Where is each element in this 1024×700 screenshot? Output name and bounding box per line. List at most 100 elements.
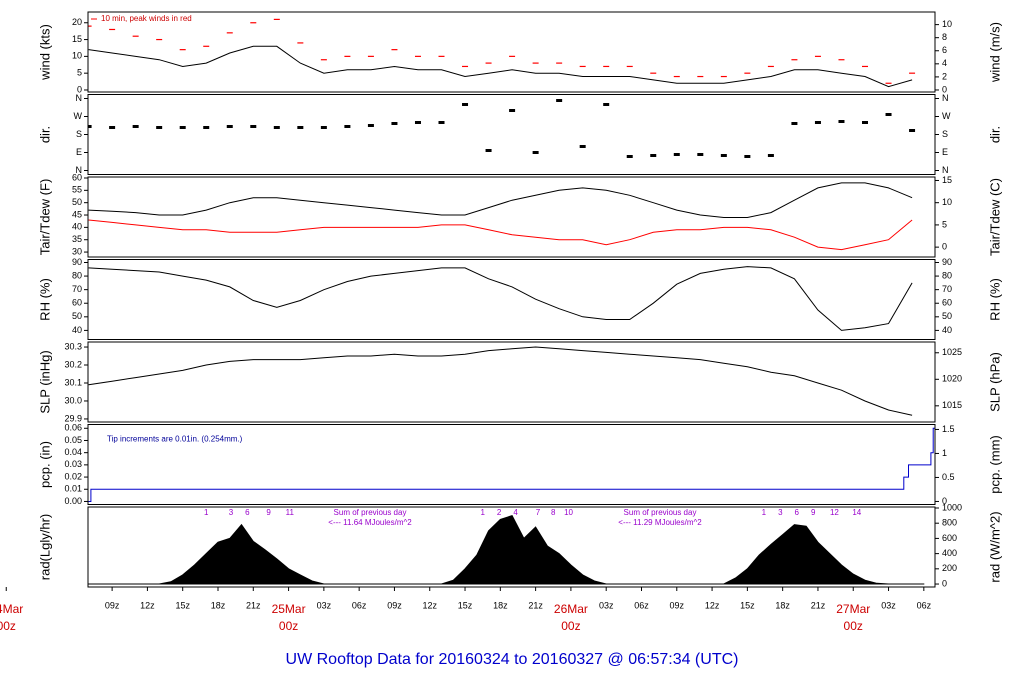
day-label: 24Mar [0,602,23,616]
y2-axis-title: dir. [987,126,1002,143]
y2-tick-label: 1 [942,448,947,458]
y-tick-label: 45 [72,209,82,219]
y-tick-label: 50 [72,197,82,207]
x-tick-label: 09z [105,600,120,610]
y2-tick-label: 10 [942,19,952,29]
note: Sum of previous day [334,508,407,517]
point [438,121,445,124]
y2-tick-label: 800 [942,518,957,528]
y2-tick-label: 90 [942,257,952,267]
point [509,109,516,112]
y-tick-label: 90 [72,257,82,267]
hour-mark: 8 [551,508,556,517]
point [603,103,610,106]
y2-tick-label: 80 [942,270,952,280]
y2-tick-label: 1000 [942,502,962,512]
y2-tick-label: 0.5 [942,472,955,482]
hour-mark: 6 [245,508,250,517]
x-tick-label: 03z [599,600,614,610]
area [88,514,925,585]
point [391,122,398,125]
y2-tick-label: 8 [942,32,947,42]
hour-mark: 10 [564,508,573,517]
y2-tick-label: 2 [942,71,947,81]
y-tick-label: 0.05 [64,435,82,445]
y-tick-label: 0.03 [64,459,82,469]
y-tick-label: S [76,129,82,139]
point [462,103,469,106]
day-label: 25Mar [272,602,306,616]
y2-tick-label: 6 [942,45,947,55]
point [626,155,633,158]
y-tick-label: 0.02 [64,471,82,481]
point [556,99,563,102]
y-tick-label: E [76,147,82,157]
hour-mark: 1 [762,508,767,517]
y2-tick-label: 60 [942,298,952,308]
annotation: 10 min, peak winds in red [101,14,192,23]
y-axis-title: Tair/Tdew (F) [37,179,52,256]
y2-axis-title: pcp. (mm) [987,435,1002,494]
point [720,154,727,157]
step-line [88,427,935,502]
y-tick-label: 20 [72,17,82,27]
x-tick-label: 12z [422,600,437,610]
x-tick-label: 09z [387,600,402,610]
x-tick-label: 09z [670,600,685,610]
panel-frame [87,506,936,588]
hour-mark: 3 [229,508,234,517]
y-axis-title: wind (kts) [37,24,52,81]
point [250,125,257,128]
x-tick-label: 06z [352,600,367,610]
point [297,126,304,129]
y2-tick-label: E [942,147,948,157]
y2-tick-label: 200 [942,563,957,573]
y2-tick-label: 600 [942,533,957,543]
point [767,154,774,157]
point [485,149,492,152]
y2-tick-label: 0 [942,496,947,506]
x-tick-label: 12z [705,600,720,610]
panel-frame [87,341,936,423]
y2-axis-title: RH (%) [987,278,1002,321]
y-tick-label: 0.01 [64,484,82,494]
x-tick-label: 06z [634,600,649,610]
x-tick-label: 18z [775,600,790,610]
point [697,153,704,156]
y-tick-label: N [76,165,83,175]
line [88,346,913,416]
point [791,122,798,125]
y-tick-label: 30.0 [64,395,82,405]
point [532,151,539,154]
hour-mark: 6 [795,508,800,517]
y2-tick-label: 40 [942,325,952,335]
day-label: 26Mar [554,602,588,616]
point [203,126,210,129]
point [132,125,139,128]
point [344,125,351,128]
y-tick-label: N [76,93,83,103]
point [744,155,751,158]
y-tick-label: 30 [72,246,82,256]
y2-tick-label: 1025 [942,347,962,357]
y2-tick-label: 1.5 [942,424,955,434]
point [179,126,186,129]
y-tick-label: 40 [72,222,82,232]
hour-mark: 1 [204,508,209,517]
line [88,266,913,331]
y-tick-label: 60 [72,298,82,308]
y-tick-label: 55 [72,185,82,195]
y2-tick-label: N [942,165,949,175]
x-tick-label: 00z [279,619,298,633]
x-tick-label: 00z [844,619,863,633]
y2-tick-label: N [942,93,949,103]
hour-mark: 2 [497,508,502,517]
hour-mark: 3 [778,508,783,517]
point [814,121,821,124]
x-tick-label: 00z [561,619,580,633]
hour-mark: 4 [513,508,518,517]
point [838,120,845,123]
y-tick-label: 80 [72,270,82,280]
note: <--- 11.29 MJoules/m^2 [618,518,702,527]
note: Sum of previous day [624,508,697,517]
